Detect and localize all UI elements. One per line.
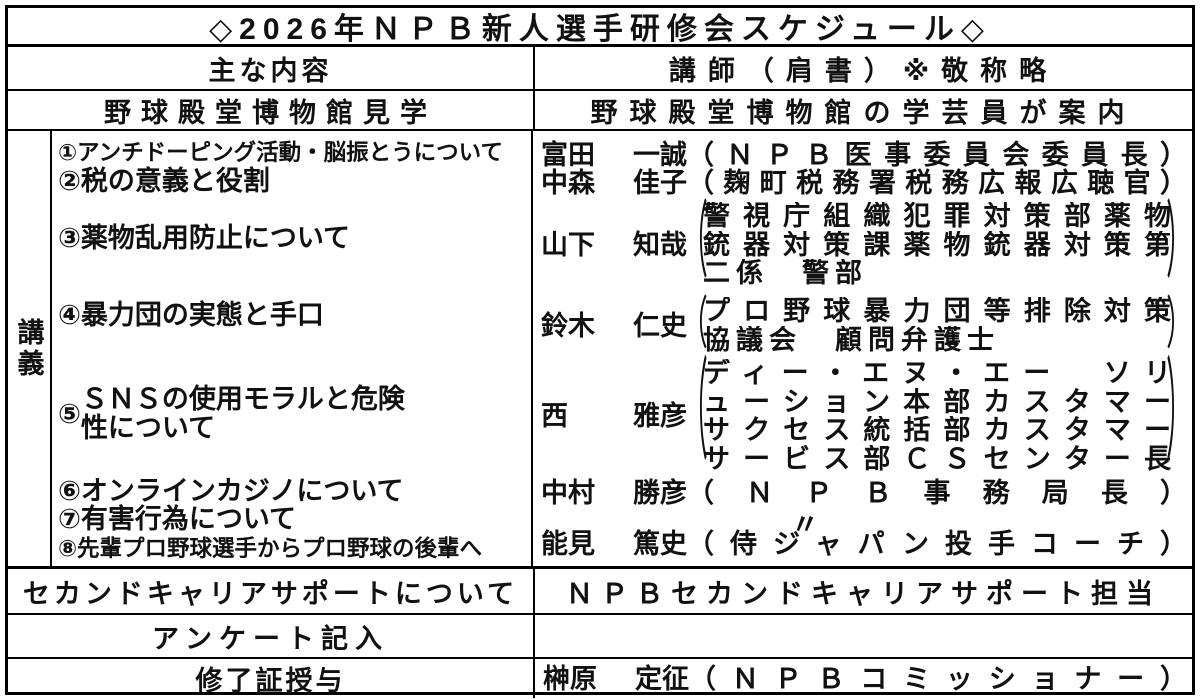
lecture-item-1: ①アンチドーピング活動・脳振とうについて <box>58 140 503 165</box>
instructor-noumi-surname: 能見 <box>541 529 595 559</box>
instructor-nakamori-surname: 中森 <box>541 168 595 198</box>
lecture-item-5: ⑤ ＳＮＳの使用モラルと危険 性について <box>58 385 405 442</box>
instructor-yamashita-title-line2: 銃器対策課薬物銃器対策第 <box>703 230 1171 259</box>
certificate-row: 修了証授与 榊原 定征 （ＮＰＢコミッショナー） <box>8 659 1192 698</box>
close-paren-glyph: ） <box>1166 293 1192 356</box>
lecture-row: 講義 ①アンチドーピング活動・脳振とうについて ②税の意義と役割 ③薬物乱用防止… <box>8 131 1192 569</box>
instructor-nakamura-title: （ＮＰＢ事務局長） <box>687 478 1187 508</box>
header-instructor-cell: 講師（肩書）※敬称略 <box>535 47 1192 89</box>
lecture-item-6: ⑥オンラインカジノについて <box>58 476 404 506</box>
instructor-noumi-title: （侍ジャパン投手コーチ） <box>687 529 1187 559</box>
instructor-nishi-title-line1: ディー・エヌ・エー ソリ <box>703 359 1171 388</box>
column-header-row: 主な内容 講師（肩書）※敬称略 <box>8 47 1192 91</box>
open-paren-glyph: （ <box>682 197 708 290</box>
instructor-sakakibara-givenname: 定征 <box>635 663 689 694</box>
lecture-item-2: ②税の意義と役割 <box>58 166 270 196</box>
second-career-row: セカンドキャリアサポートについて ＮＰＢセカンドキャリアサポート担当 <box>8 569 1192 615</box>
instructor-nishi-surname: 西 <box>541 401 568 431</box>
instructor-suzuki: 鈴木 仁史 （ プロ野球暴力団等排除対策 協議会 顧問弁護士 ） <box>541 293 1192 356</box>
certificate-content: 修了証授与 <box>195 666 346 696</box>
ditto-mark: 〃 <box>791 509 820 540</box>
museum-row: 野球殿堂博物館見学 野球殿堂博物館の学芸員が案内 <box>8 91 1192 131</box>
instructor-sakakibara: 榊原 定征 （ＮＰＢコミッショナー） <box>535 659 1192 698</box>
lecture-item-5-line1: ＳＮＳの使用モラルと危険 <box>80 384 405 414</box>
instructor-nishi-givenname: 雅彦 <box>633 401 687 431</box>
lecture-item-5-number: ⑤ <box>58 398 81 429</box>
header-instructor: 講師（肩書）※敬称略 <box>668 55 1059 86</box>
certificate-instructor-cell: 榊原 定征 （ＮＰＢコミッショナー） <box>535 659 1192 698</box>
lecture-instructors-cell: 富田 一誠 （ＮＰＢ医事委員会委員長） 中森 佳子 （麹町税務署税務広報広聴官） 山… <box>533 131 1192 566</box>
instructor-nakamori-title: （麹町税務署税務広報広聴官） <box>687 168 1187 198</box>
second-career-instructor-cell: ＮＰＢセカンドキャリアサポート担当 <box>535 569 1192 613</box>
instructor-nakamura-surname: 中村 <box>541 478 595 508</box>
lecture-item-3: ③薬物乱用防止について <box>58 223 351 253</box>
instructor-nishi: 西 雅彦 （ ディー・エヌ・エー ソリ ューション本部カスタマー サクセス統括部カ… <box>541 353 1192 476</box>
lecture-item-4: ④暴力団の実態と手口 <box>58 300 324 330</box>
instructor-sakakibara-title: （ＮＰＢコミッショナー） <box>689 663 1187 694</box>
instructor-nishi-title-line2: ューション本部カスタマー <box>703 387 1171 416</box>
second-career-instructor: ＮＰＢセカンドキャリアサポート担当 <box>566 578 1161 609</box>
instructor-yamashita-surname: 山下 <box>541 229 595 260</box>
second-career-content: セカンドキャリアサポートについて <box>22 578 519 609</box>
questionnaire-content: アンケート記入 <box>152 623 389 654</box>
instructor-nishi-title-line4: サービス部ＣＳセンター長 <box>703 444 1171 473</box>
lecture-item-8: ⑧先輩プロ野球選手からプロ野球の後輩へ <box>58 536 483 561</box>
certificate-content-cell: 修了証授与 <box>8 659 535 698</box>
instructor-nishi-title-line3: サクセス統括部カスタマー <box>703 416 1171 445</box>
lecture-item-7: ⑦有害行為について <box>58 504 297 534</box>
close-paren-glyph: ） <box>1166 353 1192 476</box>
header-main-content: 主な内容 <box>208 55 333 86</box>
instructor-nakamori-givenname: 佳子 <box>633 168 687 198</box>
lecture-label-cell: 講義 <box>8 131 52 566</box>
instructor-tomita-givenname: 一誠 <box>633 140 687 170</box>
header-main-content-cell: 主な内容 <box>8 47 535 89</box>
schedule-table: ◇2026年ＮＰＢ新人選手研修会スケジュール◇ 主な内容 講師（肩書）※敬称略 … <box>5 5 1195 698</box>
questionnaire-content-cell: アンケート記入 <box>8 615 535 657</box>
lecture-items-cell: ①アンチドーピング活動・脳振とうについて ②税の意義と役割 ③薬物乱用防止につい… <box>52 131 533 566</box>
instructor-sakakibara-surname: 榊原 <box>543 663 597 694</box>
open-paren-glyph: （ <box>682 353 708 476</box>
museum-instructor-cell: 野球殿堂博物館の学芸員が案内 <box>535 91 1192 129</box>
instructor-nakamori: 中森 佳子 （麹町税務署税務広報広聴官） <box>541 169 1187 197</box>
instructor-tomita-title: （ＮＰＢ医事委員会委員長） <box>687 140 1187 170</box>
table-title-row: ◇2026年ＮＰＢ新人選手研修会スケジュール◇ <box>8 8 1192 47</box>
museum-instructor: 野球殿堂博物館の学芸員が案内 <box>590 97 1137 128</box>
instructor-yamashita: 山下 知哉 （ 警視庁組織犯罪対策部薬物 銃器対策課薬物銃器対策第 二係 警部 ） <box>541 197 1192 290</box>
lecture-item-5-line2: 性について <box>80 412 216 443</box>
instructor-nakamura-givenname: 勝彦 <box>633 478 687 508</box>
close-paren-glyph: ） <box>1166 197 1192 290</box>
instructor-noumi: 能見 篤史 （侍ジャパン投手コーチ） <box>541 530 1187 558</box>
lecture-label: 講義 <box>13 317 44 380</box>
instructor-suzuki-surname: 鈴木 <box>541 310 595 341</box>
table-title: ◇2026年ＮＰＢ新人選手研修会スケジュール◇ <box>209 13 991 46</box>
second-career-content-cell: セカンドキャリアサポートについて <box>8 569 535 613</box>
instructor-yamashita-givenname: 知哉 <box>633 229 687 260</box>
instructor-tomita-surname: 富田 <box>541 140 595 170</box>
museum-content-cell: 野球殿堂博物館見学 <box>8 91 535 129</box>
questionnaire-row: アンケート記入 <box>8 615 1192 659</box>
museum-content: 野球殿堂博物館見学 <box>104 97 437 128</box>
instructor-suzuki-title-line2: 協議会 顧問弁護士 <box>703 325 1000 354</box>
questionnaire-instructor-cell <box>535 615 1192 657</box>
instructor-noumi-givenname: 篤史 <box>633 529 687 559</box>
instructor-nakamura: 中村 勝彦 （ＮＰＢ事務局長） <box>541 479 1187 507</box>
instructor-yamashita-title-line1: 警視庁組織犯罪対策部薬物 <box>703 202 1171 231</box>
instructor-tomita: 富田 一誠 （ＮＰＢ医事委員会委員長） <box>541 141 1187 169</box>
open-paren-glyph: （ <box>682 293 708 356</box>
instructor-suzuki-givenname: 仁史 <box>633 310 687 341</box>
instructor-suzuki-title-line1: プロ野球暴力団等排除対策 <box>703 297 1171 326</box>
instructor-yamashita-title-line3: 二係 警部 <box>703 259 868 288</box>
